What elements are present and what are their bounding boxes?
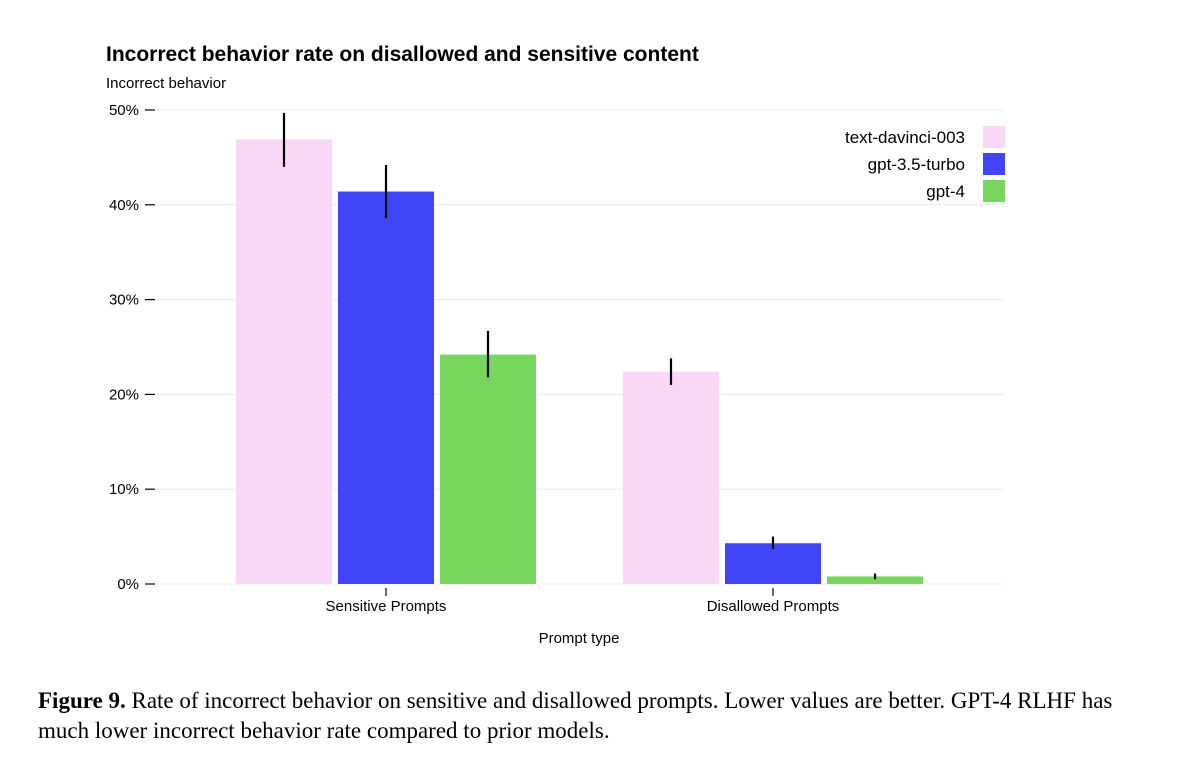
x-axis: Sensitive Prompts Disallowed Prompts [326,588,840,615]
chart-title: Incorrect behavior rate on disallowed an… [106,43,699,66]
x-axis-label: Prompt type [539,630,620,647]
legend-swatch [983,180,1005,202]
bar-text-davinci-003 [236,139,332,584]
x-tick-label: Disallowed Prompts [707,598,840,615]
figure-caption: Figure 9. Rate of incorrect behavior on … [38,686,1168,746]
legend: text-davinci-003 gpt-3.5-turbo gpt-4 [845,126,1005,202]
figure-label: Figure 9. [38,688,126,713]
y-tick-label: 0% [117,576,139,593]
y-axis: 0% 10% 20% 30% 40% 50% [109,102,155,593]
y-axis-label: Incorrect behavior [106,75,226,92]
y-tick-label: 20% [109,386,139,403]
bar-text-davinci-003 [623,371,719,584]
bar-gpt-3.5-turbo [725,543,821,584]
y-tick-label: 40% [109,197,139,214]
y-tick-label: 10% [109,481,139,498]
bar-gpt-3.5-turbo [338,191,434,584]
legend-label: text-davinci-003 [845,128,965,147]
legend-swatch [983,126,1005,148]
caption-text: Rate of incorrect behavior on sensitive … [38,688,1113,743]
bars [236,112,923,584]
x-tick-label: Sensitive Prompts [326,598,447,615]
legend-label: gpt-3.5-turbo [868,155,965,174]
bar-gpt-4 [827,576,923,584]
bar-chart: Incorrect behavior rate on disallowed an… [106,43,1005,647]
legend-swatch [983,153,1005,175]
y-tick-label: 50% [109,102,139,119]
y-tick-label: 30% [109,292,139,309]
bar-gpt-4 [440,354,536,584]
legend-label: gpt-4 [926,182,965,201]
